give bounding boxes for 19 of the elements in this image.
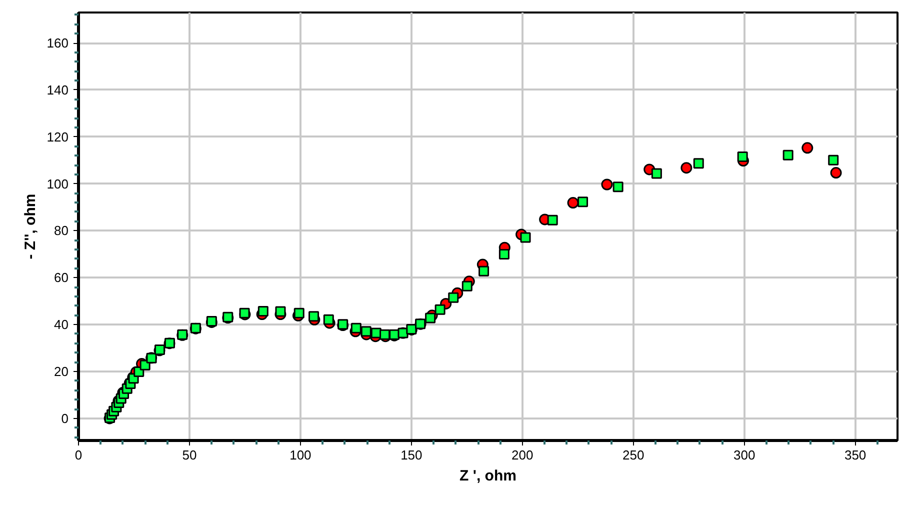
x-tick-label: 0 bbox=[74, 448, 82, 462]
x-tick-label: 350 bbox=[844, 448, 866, 462]
y-tick-label: 140 bbox=[46, 82, 69, 98]
y-tick-label: 40 bbox=[54, 317, 69, 332]
y-tick-label: 0 bbox=[61, 410, 69, 426]
x-tick-label: 100 bbox=[290, 448, 312, 462]
x-tick-label: 50 bbox=[182, 448, 197, 462]
y-tick-label: 120 bbox=[46, 129, 69, 144]
x-tick-label: 150 bbox=[400, 448, 422, 462]
y-axis-title: - Z'', ohm bbox=[22, 194, 39, 260]
x-tick-label: 300 bbox=[734, 448, 756, 462]
x-tick-label: 200 bbox=[512, 448, 534, 462]
y-tick-label: 100 bbox=[46, 176, 69, 192]
y-tick-label: 80 bbox=[54, 223, 69, 238]
y-tick-label: 20 bbox=[54, 364, 69, 380]
x-tick-label: 250 bbox=[622, 448, 644, 462]
x-axis-title: Z ', ohm bbox=[460, 468, 516, 484]
y-tick-label: 60 bbox=[54, 270, 69, 286]
y-tick-label: 160 bbox=[46, 36, 69, 51]
